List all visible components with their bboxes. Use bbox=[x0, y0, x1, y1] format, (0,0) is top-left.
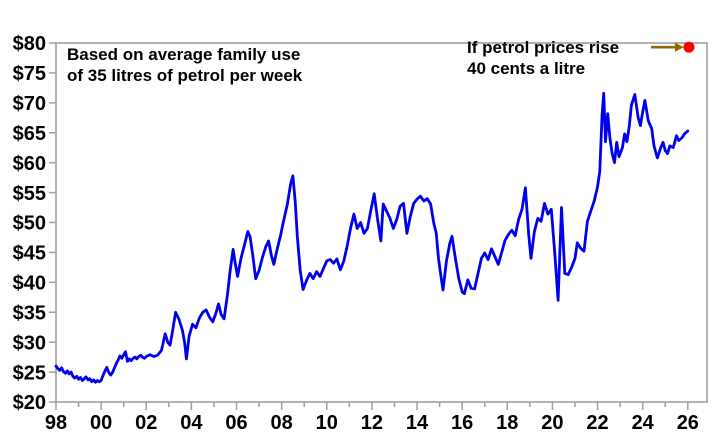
y-tick-label: $30 bbox=[13, 332, 46, 354]
usage-note-line1: Based on average family use bbox=[67, 45, 301, 64]
y-tick-label: $80 bbox=[13, 33, 46, 55]
y-tick-label: $65 bbox=[13, 123, 46, 145]
scenario-note-line1: If petrol prices rise bbox=[467, 38, 620, 57]
y-axis: $80 $75 $70 $65 $60 $55 $50 $45 $40 $35 $30 $25 $20 bbox=[13, 33, 56, 414]
petrol-cost-line bbox=[54, 91, 690, 384]
x-tick-label: 16 bbox=[451, 412, 473, 434]
y-tick-label: $55 bbox=[13, 183, 46, 205]
y-tick-label: $35 bbox=[13, 302, 46, 324]
usage-note: Based on average family use of 35 litres… bbox=[67, 44, 302, 86]
scenario-dot bbox=[683, 41, 695, 53]
y-tick-label: $45 bbox=[13, 243, 46, 265]
x-tick-label: 22 bbox=[586, 412, 608, 434]
x-tick-label: 24 bbox=[632, 412, 655, 434]
x-tick-label: 06 bbox=[225, 412, 247, 434]
x-tick-label: 12 bbox=[361, 412, 383, 434]
y-tick-label: $75 bbox=[13, 63, 46, 85]
y-tick-label: $20 bbox=[13, 392, 46, 414]
x-tick-label: 10 bbox=[316, 412, 338, 434]
scenario-note-line2: 40 cents a litre bbox=[467, 59, 586, 78]
y-tick-label: $60 bbox=[13, 153, 46, 175]
arrow-head bbox=[674, 42, 684, 52]
x-tick-label: 26 bbox=[677, 412, 699, 434]
x-tick-label: 20 bbox=[541, 412, 563, 434]
x-tick-label: 98 bbox=[45, 412, 67, 434]
y-tick-label: $40 bbox=[13, 273, 46, 295]
x-tick-label: 08 bbox=[271, 412, 293, 434]
x-tick-label: 00 bbox=[90, 412, 112, 434]
x-tick-label: 02 bbox=[135, 412, 157, 434]
x-tick-label: 04 bbox=[180, 412, 203, 434]
y-tick-label: $70 bbox=[13, 93, 46, 115]
x-axis: 98 00 02 04 06 08 10 12 14 16 18 20 22 24 26 bbox=[45, 402, 699, 434]
scenario-note: If petrol prices rise 40 cents a litre bbox=[467, 37, 619, 79]
x-tick-label: 18 bbox=[496, 412, 518, 434]
arrow-icon bbox=[650, 42, 684, 52]
usage-note-line2: of 35 litres of petrol per week bbox=[67, 66, 303, 85]
y-tick-label: $50 bbox=[13, 213, 46, 235]
y-tick-label: $25 bbox=[13, 362, 46, 384]
x-tick-label: 14 bbox=[406, 412, 429, 434]
